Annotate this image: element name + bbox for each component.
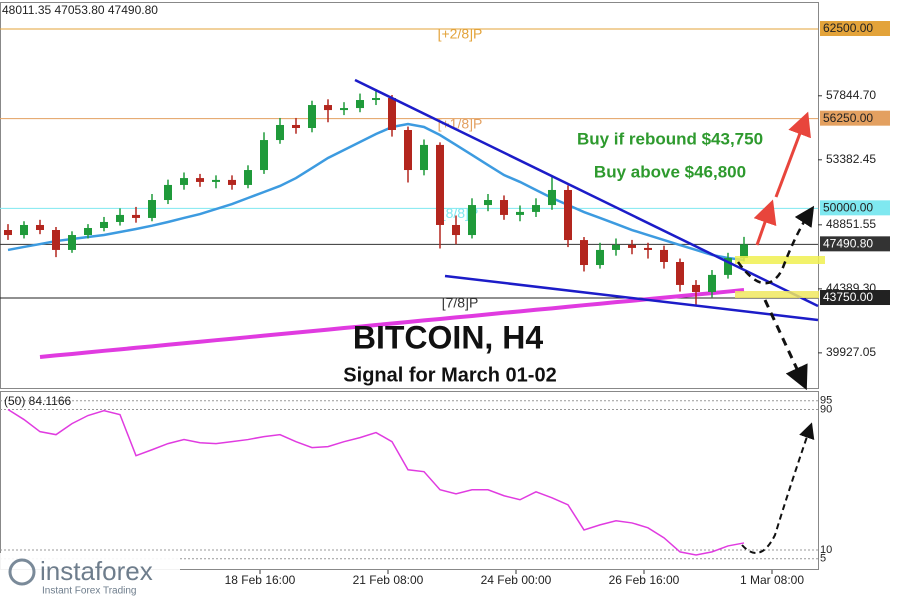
candle-body (244, 170, 252, 185)
candle-body (660, 249, 668, 263)
y-tick-label: 39927.05 (826, 345, 876, 359)
oscillator-label: (50) 84.1166 (4, 394, 71, 408)
moving-average (39, 287, 745, 359)
trend-line (354, 78, 819, 308)
osc-tick-label: 90 (820, 403, 832, 415)
watermark: instaforex Instant Forex Trading (0, 553, 180, 599)
x-tick-label: 18 Feb 16:00 (225, 573, 296, 587)
candle-body (292, 124, 300, 128)
zone (735, 256, 825, 264)
candle-body (324, 105, 332, 111)
level-label: 50000.00 (823, 201, 873, 215)
candle-body (516, 211, 524, 215)
oscillator-panel (0, 391, 819, 570)
candle-body (340, 108, 348, 111)
candle-body (276, 124, 284, 141)
arrow (763, 299, 808, 391)
candle-body (212, 179, 220, 182)
level-label: 43750.00 (823, 290, 873, 304)
candle-body (580, 240, 588, 266)
level-box (820, 110, 890, 126)
murray-label: [7/8]P (442, 295, 479, 311)
candle-body (532, 205, 540, 212)
osc-tick-label: 10 (820, 544, 832, 556)
candle-body (612, 244, 620, 250)
y-tick-label: 48851.55 (826, 217, 876, 231)
chart-title: BITCOIN, H4 (353, 319, 543, 355)
candle-body (372, 98, 380, 101)
candle-body (52, 230, 60, 250)
candle-body (676, 262, 684, 285)
candle-body (388, 98, 396, 131)
candle-body (228, 179, 236, 185)
murray-label: [+1/8]P (438, 115, 483, 131)
candle-body (356, 100, 364, 109)
level-box (820, 200, 890, 216)
candle-body (148, 200, 156, 218)
oscillator-line (7, 408, 745, 556)
candle-body (692, 284, 700, 292)
candle-body (308, 105, 316, 128)
header-values: 48011.35 47053.80 47490.80 (2, 3, 158, 17)
candle-body (260, 140, 268, 171)
candle-body (452, 224, 460, 236)
candle-body (196, 178, 204, 182)
candle-body (708, 274, 716, 292)
level-box (820, 236, 890, 252)
arrow (741, 422, 815, 554)
candle-body (420, 144, 428, 171)
candle-body (20, 224, 28, 236)
x-tick-label: 24 Feb 00:00 (481, 573, 552, 587)
candle-body (644, 247, 652, 250)
candle-body (68, 235, 76, 250)
murray-label: [+2/8]P (438, 26, 483, 42)
x-tick-label: 21 Feb 08:00 (353, 573, 424, 587)
logo-icon (8, 558, 36, 586)
level-box (820, 20, 890, 36)
candle-body (724, 257, 732, 275)
candle-body (84, 227, 92, 236)
candle-body (500, 200, 508, 215)
tagline: Instant Forex Trading (42, 586, 137, 597)
candle-body (628, 244, 636, 248)
candle-body (596, 249, 604, 266)
osc-tick-label: 95 (820, 395, 832, 407)
level-label: 47490.80 (823, 237, 873, 251)
candle-body (740, 244, 748, 258)
candle-body (548, 189, 556, 206)
price-panel (0, 2, 819, 389)
level-label: 62500.00 (823, 21, 873, 35)
candle-body (164, 184, 172, 201)
level-label: 56250.00 (823, 111, 873, 125)
candle-body (180, 178, 188, 185)
candle-body (132, 214, 140, 218)
x-tick-label: 26 Feb 16:00 (609, 573, 680, 587)
y-tick-label: 53382.45 (826, 152, 876, 166)
candle-body (484, 200, 492, 206)
arrow (753, 199, 777, 246)
chart-subtitle: Signal for March 01-02 (343, 364, 556, 386)
osc-tick-label: 5 (820, 553, 826, 565)
candle-body (100, 221, 108, 228)
watermark-bg (0, 553, 180, 599)
brand: instaforex (40, 556, 153, 586)
candle-body (4, 230, 12, 236)
x-tick-label: 1 Mar 08:00 (740, 573, 804, 587)
zone (735, 291, 819, 298)
arrow (774, 111, 811, 198)
candle-body (404, 130, 412, 171)
level-box (820, 290, 890, 306)
annotation: Buy above $46,800 (594, 162, 746, 181)
trend-line (444, 274, 819, 322)
candle-body (116, 214, 124, 222)
candle-body (436, 144, 444, 225)
annotation: Buy if rebound $43,750 (577, 129, 763, 148)
candle-body (564, 189, 572, 241)
candle-body (36, 224, 44, 231)
candle-body (468, 205, 476, 236)
y-tick-label: 57844.70 (826, 88, 876, 102)
moving-average (7, 122, 745, 262)
